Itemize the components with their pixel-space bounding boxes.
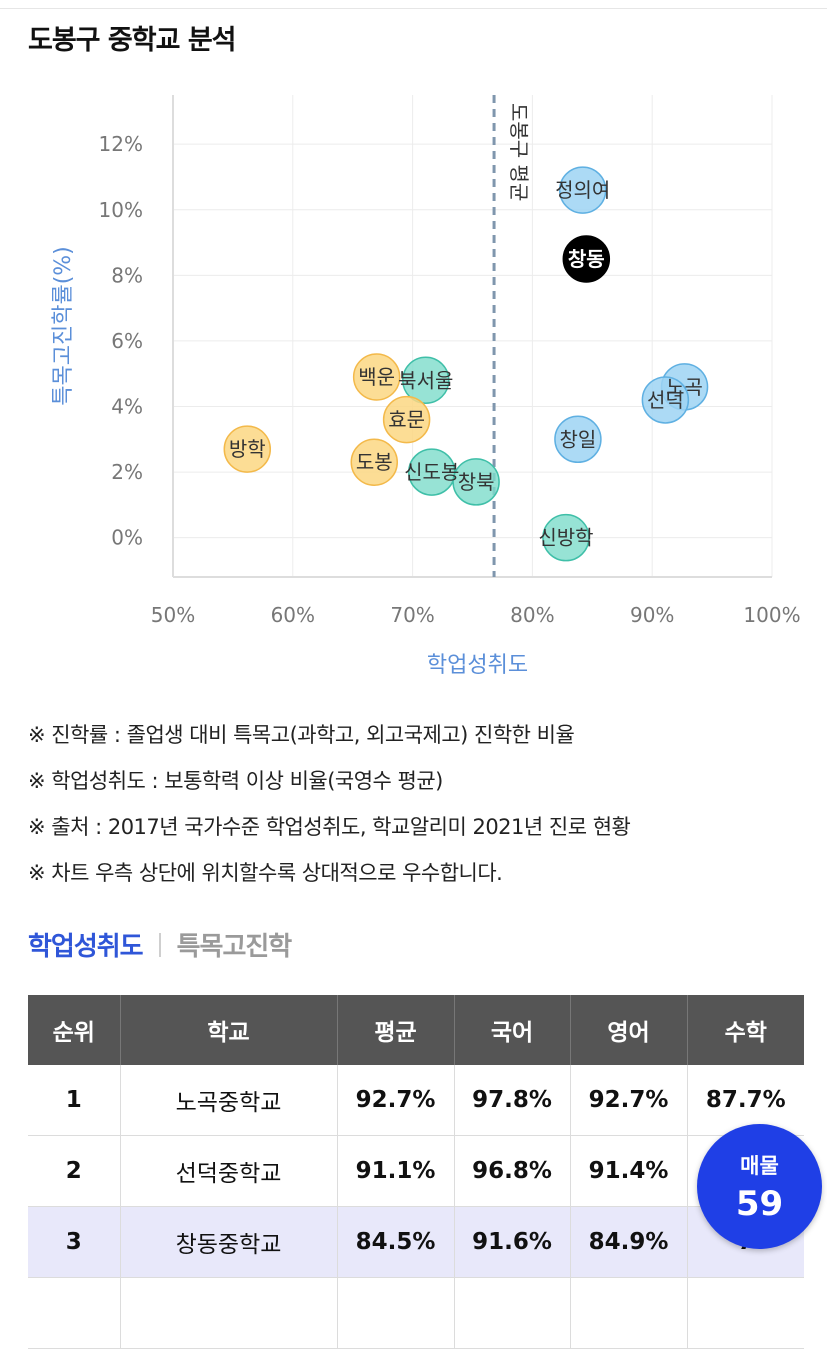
cell-rank: 2 <box>28 1135 121 1207</box>
data-point-label: 노곡 <box>666 375 703 399</box>
data-point <box>641 376 690 424</box>
cell-average <box>337 1277 455 1349</box>
cell-english: 84.9% <box>570 1206 688 1278</box>
note-line: ※ 출처 : 2017년 국가수준 학업성취도, 학교알리미 2021년 진로 … <box>28 815 631 839</box>
x-tick-label: 80% <box>510 603 554 627</box>
data-point <box>352 353 401 401</box>
cell-rank: 1 <box>28 1065 121 1136</box>
data-point-label: 선덕 <box>647 388 684 412</box>
y-axis-title: 특목고진학률(%) <box>51 246 76 406</box>
listings-count: 59 <box>735 1184 784 1224</box>
table-row[interactable]: 2 선덕중학교 91.1% 96.8% 91.4% <box>28 1135 804 1207</box>
ranking-table: 순위 학교 평균 국어 영어 수학 1 노곡중학교 92.7% 97.8% 92… <box>28 995 804 1349</box>
header-english: 영어 <box>570 995 688 1065</box>
top-divider <box>0 8 827 9</box>
data-point <box>350 438 399 486</box>
cell-math <box>687 1277 804 1349</box>
data-point-label: 효문 <box>388 408 425 432</box>
data-point <box>562 235 611 283</box>
y-tick-label: 12% <box>99 132 143 156</box>
cell-korean: 91.6% <box>454 1206 571 1278</box>
ranking-tabs: 학업성취도 특목고진학 <box>28 926 293 963</box>
y-tick-label: 0% <box>111 526 143 550</box>
cell-korean: 96.8% <box>454 1135 571 1207</box>
note-line: ※ 학업성취도 : 보통학력 이상 비율(국영수 평균) <box>28 769 443 793</box>
y-tick-label: 4% <box>111 394 143 418</box>
scatter-chart: 50% 60% 70% 80% 90% 100% 0% 2% 4% 6% 8% 10% 12% 학업성취도… <box>51 95 801 678</box>
header-math: 수학 <box>687 995 804 1065</box>
listings-label: 매물 <box>740 1154 779 1178</box>
data-point <box>452 458 500 506</box>
cell-korean <box>454 1277 571 1349</box>
data-point-label: 신도봉 <box>404 460 459 484</box>
cell-average: 84.5% <box>337 1206 455 1278</box>
data-point-label: 도봉 <box>356 450 393 474</box>
table-row[interactable] <box>28 1277 804 1349</box>
x-tick-label: 50% <box>151 603 195 627</box>
y-tick-label: 8% <box>111 263 143 287</box>
note-line: ※ 진학률 : 졸업생 대비 특목고(과학고, 외고국제고) 진학한 비율 <box>28 723 575 747</box>
header-korean: 국어 <box>454 995 571 1065</box>
header-rank: 순위 <box>28 995 121 1065</box>
table-header-row: 순위 학교 평균 국어 영어 수학 <box>28 995 804 1065</box>
note-line: ※ 차트 우측 상단에 위치할수록 상대적으로 우수합니다. <box>28 861 503 885</box>
cell-average: 91.1% <box>337 1135 455 1207</box>
data-point-label: 북서울 <box>398 368 453 392</box>
data-point-label: 창동 <box>568 247 605 271</box>
page-title: 도봉구 중학교 분석 <box>28 25 237 56</box>
cell-rank <box>28 1277 121 1349</box>
table-row[interactable]: 1 노곡중학교 92.7% 97.8% 92.7% 87.7% <box>28 1065 804 1136</box>
cell-english: 92.7% <box>570 1065 688 1136</box>
data-point-label: 백운 <box>358 365 395 389</box>
y-tick-label: 6% <box>111 329 143 353</box>
data-point <box>542 513 590 562</box>
data-point <box>554 415 602 464</box>
listings-button[interactable]: 매물 59 <box>697 1124 822 1249</box>
tab-academic[interactable]: 학업성취도 <box>28 932 144 962</box>
average-reference-label: 도봉구 평균 <box>507 103 531 201</box>
data-point-label: 정의여 <box>555 178 610 202</box>
cell-english: 91.4% <box>570 1135 688 1207</box>
x-tick-label: 100% <box>743 603 800 627</box>
table-row-highlighted[interactable]: 3 창동중학교 84.5% 91.6% 84.9% 7 <box>28 1206 804 1278</box>
x-tick-label: 60% <box>271 603 315 627</box>
data-point-label: 신방학 <box>538 526 593 550</box>
y-tick-label: 10% <box>99 198 143 222</box>
chart-notes: ※ 진학률 : 졸업생 대비 특목고(과학고, 외고국제고) 진학한 비율 ※ … <box>28 712 631 896</box>
x-tick-label: 90% <box>630 603 674 627</box>
cell-school: 창동중학교 <box>120 1206 338 1278</box>
header-school: 학교 <box>120 995 338 1065</box>
cell-school: 노곡중학교 <box>120 1065 338 1136</box>
cell-korean: 97.8% <box>454 1065 571 1136</box>
data-point-label: 방학 <box>229 437 266 461</box>
cell-rank: 3 <box>28 1206 121 1278</box>
data-point-label: 창일 <box>560 427 597 451</box>
tab-special-school[interactable]: 특목고진학 <box>176 932 293 962</box>
header-average: 평균 <box>337 995 455 1065</box>
data-point <box>402 356 450 405</box>
y-tick-label: 2% <box>111 460 143 484</box>
data-point <box>382 395 431 444</box>
cell-average: 92.7% <box>337 1065 455 1136</box>
data-point <box>558 166 607 214</box>
cell-english <box>570 1277 688 1349</box>
tab-separator <box>158 932 161 957</box>
x-tick-label: 70% <box>390 603 434 627</box>
cell-school: 선덕중학교 <box>120 1135 338 1207</box>
cell-school <box>120 1277 338 1349</box>
x-axis-title: 학업성취도 <box>427 653 528 678</box>
data-point <box>223 425 272 473</box>
cell-math: 87.7% <box>687 1065 804 1136</box>
data-point-label: 창북 <box>458 470 495 494</box>
